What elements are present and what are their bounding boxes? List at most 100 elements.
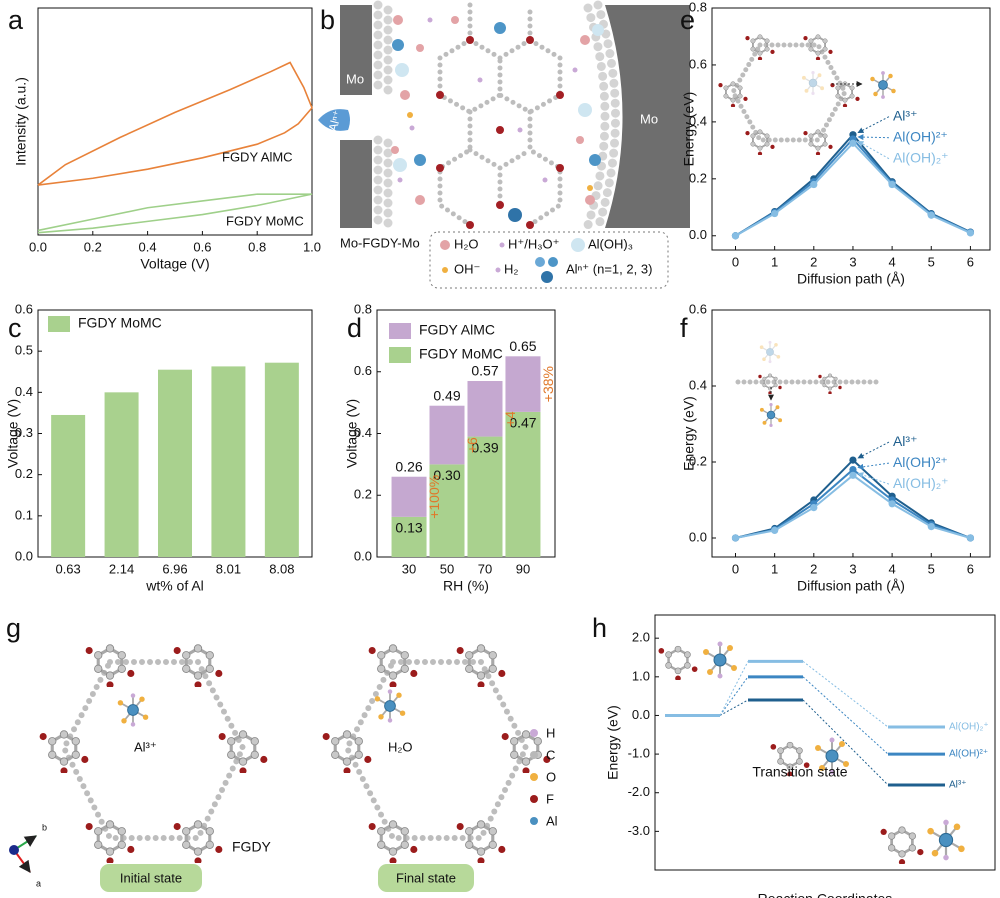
- point: [888, 500, 896, 508]
- state-label: Initial state: [120, 870, 182, 885]
- point: [810, 504, 818, 512]
- label-arrow: [857, 134, 889, 141]
- value-label: 0.39: [471, 439, 498, 455]
- legend-dot: [535, 257, 545, 267]
- framework: [437, 2, 563, 228]
- series-line: [37, 193, 313, 234]
- electrode: [340, 5, 372, 228]
- x-axis-label: RH (%): [443, 578, 489, 594]
- x-tick-label: 90: [516, 561, 530, 576]
- electrode-beads: [583, 0, 620, 233]
- plot-frame: [711, 7, 991, 251]
- electrode: [605, 5, 690, 228]
- inset-e: [718, 33, 897, 155]
- electrode-label: Mo: [640, 111, 658, 126]
- value-label: 0.30: [433, 467, 460, 483]
- x-tick-label: 2: [810, 254, 817, 269]
- y-tick-label: 0.0: [15, 548, 33, 563]
- y-tick-label: 0.2: [354, 487, 372, 502]
- series-label: Al(OH)₂⁺: [893, 475, 949, 491]
- legend-label: FGDY AlMC: [419, 322, 495, 338]
- legend-dot: [530, 773, 538, 781]
- value-label: 0.47: [509, 415, 536, 431]
- y-axis-label: Energy (eV): [605, 705, 621, 780]
- series-label: Al³⁺: [893, 107, 918, 123]
- legend-label: O: [546, 769, 556, 784]
- x-tick-label: 0.4: [139, 239, 157, 254]
- annotation: +38%: [540, 366, 556, 402]
- x-axis-label: Diffusion path (Å): [797, 271, 905, 287]
- ring: [745, 128, 775, 155]
- plot-frame: [711, 309, 991, 558]
- annotation: Transition state: [752, 764, 847, 780]
- label-arrow: [857, 116, 890, 134]
- bar-segment: [505, 356, 541, 412]
- y-tick-label: 0.1: [15, 507, 33, 522]
- label-arrow: [857, 462, 890, 470]
- bar: [51, 414, 86, 557]
- series-label: Al(OH)²⁺: [893, 454, 948, 470]
- legend-swatch: [389, 347, 411, 363]
- x-tick-label: 3: [849, 561, 856, 576]
- legend-label: Al(OH)₃: [588, 236, 633, 251]
- axis-label: b: [42, 822, 47, 832]
- x-axis-label: wt% of Al: [145, 578, 204, 594]
- panel-label: f: [680, 313, 688, 343]
- x-axis-label: Voltage (V): [140, 256, 209, 272]
- ion: [702, 640, 738, 680]
- ring: [456, 819, 506, 863]
- y-tick-label: -2.0: [628, 784, 650, 799]
- y-axis-label: Energy (eV): [681, 396, 697, 471]
- legend-label: FGDY MoMC: [78, 315, 162, 331]
- bar-segment: [429, 464, 465, 557]
- y-tick-label: 0.0: [689, 227, 707, 242]
- point: [849, 466, 857, 474]
- series-label: Al³⁺: [949, 780, 967, 791]
- y-tick-label: -3.0: [628, 823, 650, 838]
- series-label: Al(OH)₂⁺: [949, 722, 989, 733]
- electrode-label: Mo: [346, 71, 364, 86]
- legend-label: Alⁿ⁺ (n=1, 2, 3): [566, 261, 652, 276]
- x-tick-label: 1: [771, 254, 778, 269]
- legend-label: H₂O: [454, 236, 479, 251]
- x-axis-label: Reaction Coordinates: [758, 891, 893, 898]
- legend-label: FGDY MoMC: [419, 346, 503, 362]
- x-tick-label: 8.08: [269, 561, 294, 576]
- ring: [368, 819, 418, 863]
- point: [849, 456, 857, 464]
- x-tick-label: 2.14: [109, 561, 134, 576]
- y-tick-label: -1.0: [628, 746, 650, 761]
- y-axis-label: Voltage (V): [344, 399, 360, 468]
- x-tick-label: 0.0: [29, 239, 47, 254]
- value-label: 0.13: [395, 520, 422, 536]
- point: [927, 523, 935, 531]
- legend-dot: [530, 795, 538, 803]
- total-label: 0.26: [395, 458, 422, 474]
- legend-box: [429, 231, 669, 289]
- panel-b: b Mo Alⁿ⁺ Mo Mo-FGDY-Mo H₂O H⁺/H₃O⁺ Al(O…: [318, 0, 690, 289]
- x-tick-label: 1: [771, 561, 778, 576]
- x-tick-label: 8.01: [216, 561, 241, 576]
- ion: [759, 402, 783, 428]
- point: [849, 471, 857, 479]
- panel-label: b: [320, 5, 335, 35]
- ion-ghost: [759, 340, 781, 364]
- y-tick-label: 0.4: [15, 384, 33, 399]
- x-tick-label: 0.8: [248, 239, 266, 254]
- y-tick-label: 1.0: [632, 668, 650, 683]
- y-tick-label: 0.6: [689, 301, 707, 316]
- state-label: Final state: [396, 870, 456, 885]
- ion-label: Al³⁺: [134, 739, 157, 754]
- series-line: [37, 61, 313, 186]
- framework-atoms: [436, 36, 564, 229]
- legend-dot: [442, 267, 448, 273]
- legend-dot: [548, 257, 558, 267]
- x-tick-label: 6: [967, 561, 974, 576]
- series-label: FGDY AlMC: [222, 149, 293, 164]
- ring: [880, 825, 924, 864]
- panel-label: c: [8, 313, 22, 343]
- series-label: Al(OH)₂⁺: [893, 149, 949, 165]
- y-tick-label: 0.5: [15, 343, 33, 358]
- x-tick-label: 0: [732, 561, 739, 576]
- bar: [211, 366, 246, 557]
